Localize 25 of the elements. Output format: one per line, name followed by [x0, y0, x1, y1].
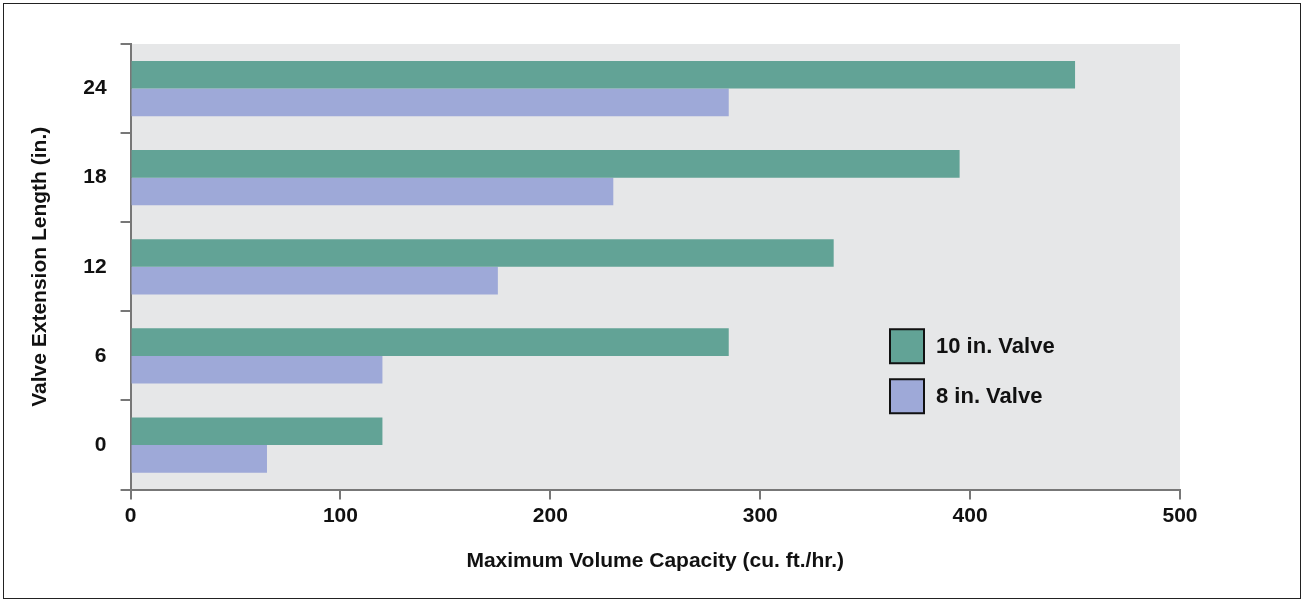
- bar: [131, 355, 383, 384]
- bar: [131, 266, 498, 295]
- bar: [131, 60, 1076, 89]
- bar: [131, 88, 729, 117]
- bar: [131, 239, 834, 267]
- y-axis-title: Valve Extension Length (in.): [27, 126, 51, 407]
- bar: [131, 417, 383, 446]
- y-tick-label: 24: [83, 75, 107, 99]
- y-tick-label: 6: [94, 342, 107, 366]
- bar: [131, 328, 729, 356]
- x-tick-label: 500: [1162, 503, 1198, 526]
- bar: [131, 445, 267, 473]
- bar: [131, 150, 960, 178]
- legend-label: 10 in. Valve: [936, 333, 1055, 359]
- y-tick-label: 0: [94, 431, 107, 455]
- legend-label: 8 in. Valve: [936, 383, 1043, 409]
- y-tick-label: 12: [83, 253, 107, 277]
- x-tick-label: 100: [322, 503, 358, 526]
- x-tick-label: 400: [952, 503, 988, 526]
- x-tick-label: 200: [532, 503, 568, 526]
- x-axis-title: Maximum Volume Capacity (cu. ft./hr.): [466, 548, 845, 572]
- y-tick-label: 18: [83, 164, 107, 188]
- x-tick-label: 300: [742, 503, 778, 526]
- bar: [131, 177, 614, 206]
- x-tick-label: 0: [124, 503, 137, 526]
